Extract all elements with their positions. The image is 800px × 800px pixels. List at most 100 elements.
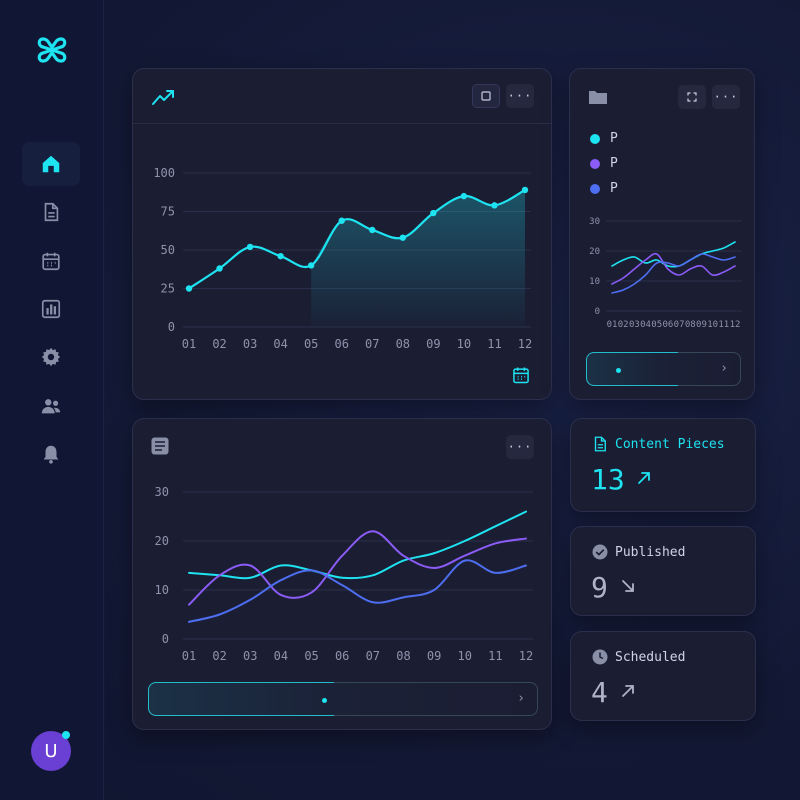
bottom-line-chart: 30 20 10 0 01 02 03 04 05 06 07 08 09 10 11 12 bbox=[155, 485, 534, 663]
y-tick-label: 10 bbox=[589, 277, 600, 287]
more-menu-button[interactable]: ··· bbox=[506, 84, 534, 108]
x-tick-label: 03 bbox=[243, 337, 257, 351]
y-tick-label: 30 bbox=[155, 485, 169, 499]
x-tick-label: 08 bbox=[396, 649, 410, 663]
online-status-dot bbox=[62, 731, 70, 739]
check-circle-icon bbox=[592, 544, 608, 560]
chevron-right-icon[interactable]: › bbox=[517, 691, 525, 706]
stat-card-content-pieces[interactable]: Content Pieces 13 bbox=[570, 418, 756, 512]
y-tick-label: 50 bbox=[161, 243, 175, 257]
data-point bbox=[277, 252, 284, 260]
card-divider bbox=[133, 123, 551, 124]
square-icon bbox=[481, 91, 491, 101]
sidebar-item-home[interactable] bbox=[22, 142, 80, 186]
mini-footer-bar[interactable]: › bbox=[586, 352, 741, 386]
x-tick-label: 12 bbox=[730, 320, 741, 330]
legend-dot bbox=[590, 158, 600, 169]
stat-value: 13 bbox=[591, 463, 625, 496]
y-tick-label: 100 bbox=[153, 166, 175, 180]
trending-up-icon bbox=[152, 90, 174, 105]
y-tick-label: 25 bbox=[161, 282, 175, 296]
data-point bbox=[185, 285, 193, 292]
calendar-icon bbox=[42, 252, 60, 271]
folder-icon bbox=[589, 91, 607, 104]
legend-item: P bbox=[590, 131, 618, 146]
x-tick-label: 04 bbox=[640, 320, 651, 330]
sidebar-item-calendar[interactable] bbox=[22, 239, 80, 283]
x-tick-label: 09 bbox=[427, 649, 441, 663]
sidebar-item-analytics[interactable] bbox=[22, 287, 80, 331]
legend-label: P bbox=[610, 181, 618, 196]
logo-knot-icon[interactable] bbox=[34, 32, 70, 68]
series-line bbox=[611, 252, 736, 285]
main-chart-card: ··· 100 75 50 25 0 01 02 03 04 05 06 07 08 09 10 11 12 bbox=[132, 68, 552, 400]
more-menu-button[interactable]: ··· bbox=[712, 85, 740, 109]
main-area-chart: 100 75 50 25 0 01 02 03 04 05 06 07 08 09 10 11 12 bbox=[153, 166, 532, 351]
sidebar-item-settings[interactable] bbox=[22, 335, 80, 379]
x-tick-label: 11 bbox=[718, 320, 729, 330]
legend-item: P bbox=[590, 181, 618, 196]
x-tick-label: 11 bbox=[487, 337, 501, 351]
expand-icon bbox=[687, 92, 697, 102]
y-tick-label: 0 bbox=[162, 632, 169, 646]
y-tick-label: 30 bbox=[589, 217, 600, 227]
progress-edge bbox=[148, 682, 335, 716]
y-tick-label: 10 bbox=[155, 583, 169, 597]
stat-value: 9 bbox=[591, 571, 608, 604]
legend-dot bbox=[590, 133, 600, 144]
home-icon bbox=[42, 155, 60, 173]
x-tick-label: 02 bbox=[212, 337, 226, 351]
stat-value: 4 bbox=[591, 676, 608, 709]
series-line bbox=[188, 530, 527, 606]
data-point bbox=[246, 243, 254, 251]
stat-title: Content Pieces bbox=[615, 437, 725, 452]
bar-chart-icon bbox=[41, 299, 61, 319]
x-tick-label: 08 bbox=[685, 320, 696, 330]
legend-label: P bbox=[610, 156, 618, 171]
data-point bbox=[369, 226, 376, 234]
list-icon bbox=[151, 437, 169, 455]
y-tick-label: 20 bbox=[155, 534, 169, 548]
progress-dot bbox=[616, 368, 621, 373]
x-tick-label: 09 bbox=[696, 320, 707, 330]
expand-button[interactable] bbox=[472, 84, 500, 108]
x-tick-label: 01 bbox=[182, 337, 196, 351]
more-dots: ··· bbox=[713, 90, 739, 104]
bottom-footer-bar[interactable]: › bbox=[148, 682, 538, 716]
more-menu-button[interactable]: ··· bbox=[506, 435, 534, 459]
x-tick-label: 05 bbox=[304, 649, 318, 663]
x-tick-label: 11 bbox=[488, 649, 502, 663]
calendar-icon[interactable] bbox=[511, 365, 531, 385]
expand-button[interactable] bbox=[678, 85, 706, 109]
sidebar-item-notifications[interactable] bbox=[22, 432, 80, 476]
users-icon bbox=[41, 399, 61, 414]
document-icon bbox=[44, 202, 59, 222]
x-tick-label: 04 bbox=[273, 337, 287, 351]
data-point bbox=[399, 234, 407, 241]
series-line bbox=[188, 559, 527, 623]
stat-card-scheduled[interactable]: Scheduled 4 bbox=[570, 631, 756, 721]
x-tick-label: 05 bbox=[651, 320, 662, 330]
x-tick-label: 05 bbox=[304, 337, 318, 351]
x-tick-label: 06 bbox=[335, 337, 349, 351]
y-tick-label: 20 bbox=[589, 247, 600, 257]
x-tick-label: 12 bbox=[518, 337, 532, 351]
y-tick-label: 0 bbox=[168, 320, 175, 334]
chevron-right-icon[interactable]: › bbox=[720, 361, 728, 376]
data-point bbox=[521, 186, 529, 194]
x-tick-label: 02 bbox=[618, 320, 629, 330]
arrow-down-right-icon bbox=[622, 580, 634, 592]
series-line bbox=[611, 241, 736, 268]
sidebar-item-documents[interactable] bbox=[22, 190, 80, 234]
x-tick-label: 06 bbox=[335, 649, 349, 663]
sidebar-item-team[interactable] bbox=[22, 384, 80, 428]
progress-edge bbox=[586, 352, 678, 386]
avatar[interactable]: U bbox=[31, 731, 71, 771]
data-point bbox=[307, 262, 315, 269]
data-point bbox=[491, 202, 498, 209]
gear-icon bbox=[41, 347, 61, 367]
series-line bbox=[611, 253, 736, 294]
x-tick-label: 01 bbox=[182, 649, 196, 663]
y-tick-label: 0 bbox=[595, 307, 600, 317]
stat-card-published[interactable]: Published 9 bbox=[570, 526, 756, 616]
